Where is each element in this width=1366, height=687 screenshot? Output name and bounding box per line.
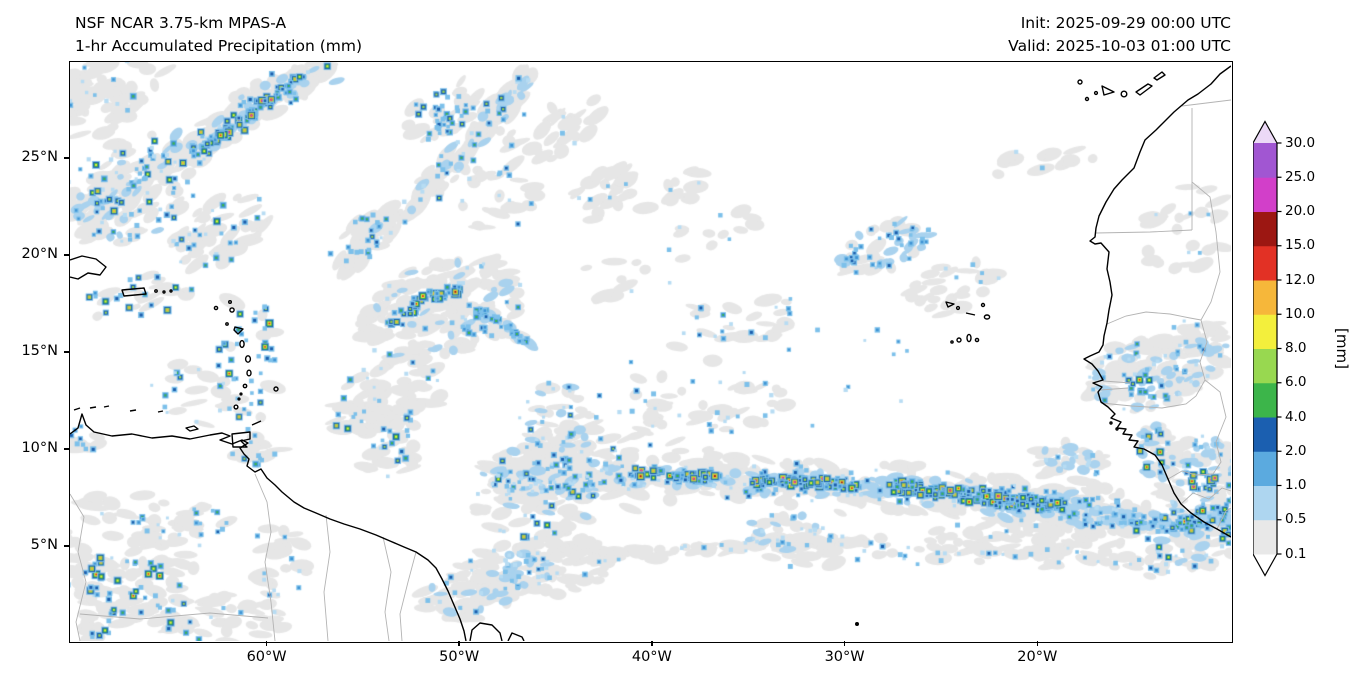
y-tick-label: 5°N (30, 537, 58, 553)
y-tick-label: 20°N (21, 246, 58, 262)
y-tick-mark (63, 254, 69, 256)
x-tick-mark (265, 641, 268, 646)
x-tick-label: 40°W (631, 649, 672, 665)
colorbar-band (1253, 417, 1277, 452)
colorbar-band (1253, 314, 1277, 349)
colorbar-tick-label: 12.0 (1285, 271, 1316, 288)
colorbar-tick-label: 15.0 (1285, 237, 1316, 254)
init-time: Init: 2025-09-29 00:00 UTC (1020, 14, 1231, 32)
colorbar-extend (1253, 121, 1277, 143)
x-tick-mark (1036, 641, 1039, 646)
x-tick-mark (458, 641, 460, 646)
colorbar-tick-label: 2.0 (1285, 442, 1307, 459)
y-tick-label: 10°N (21, 440, 58, 456)
x-tick-label: 30°W (824, 649, 865, 665)
colorbar-extend (1253, 554, 1277, 576)
colorbar-band (1253, 280, 1277, 315)
colorbar-tick-label: 20.0 (1285, 203, 1316, 219)
colorbar-tick-label: 1.0 (1285, 477, 1307, 493)
time-block: Init: 2025-09-29 00:00 UTC Valid: 2025-1… (1008, 12, 1231, 58)
colorbar-band (1253, 245, 1277, 281)
colorbar-band (1253, 348, 1277, 384)
title-block: NSF NCAR 3.75-km MPAS-A 1-hr Accumulated… (75, 12, 362, 58)
x-tick-label: 50°W (439, 649, 480, 665)
colorbar-tick-label: 8.0 (1285, 340, 1307, 356)
colorbar-tick-label: 10.0 (1285, 305, 1316, 322)
y-tick-label: 25°N (21, 149, 58, 165)
y-tick-mark (63, 351, 69, 353)
map-axes (68, 60, 1233, 643)
product-title: 1-hr Accumulated Precipitation (mm) (75, 37, 362, 55)
colorbar-tick-label: 4.0 (1285, 408, 1307, 425)
colorbar-band (1253, 143, 1277, 178)
colorbar-tick-label: 0.1 (1285, 545, 1307, 562)
country-borders (69, 99, 1231, 641)
colorbar-tick-label: 6.0 (1285, 374, 1307, 391)
colorbar-band (1253, 211, 1277, 247)
x-tick-mark (843, 641, 846, 646)
precipitation-field (69, 61, 1231, 641)
colorbar-band (1253, 382, 1277, 418)
model-title: NSF NCAR 3.75-km MPAS-A (75, 14, 287, 32)
y-tick-mark (63, 157, 69, 159)
colorbar-band (1253, 485, 1277, 521)
y-tick-label: 15°N (21, 343, 58, 359)
colorbar-tick-label: 25.0 (1285, 168, 1316, 185)
colorbar-band (1253, 177, 1277, 212)
y-tick-mark (63, 448, 69, 450)
colorbar-tick-label: 30.0 (1285, 134, 1316, 151)
valid-time: Valid: 2025-10-03 01:00 UTC (1008, 37, 1231, 55)
coastlines (69, 64, 1231, 641)
y-tick-mark (63, 545, 69, 547)
colorbar-unit-label: [mm] (1333, 328, 1351, 369)
colorbar-band (1253, 519, 1277, 555)
x-tick-mark (651, 641, 653, 646)
x-tick-label: 20°W (1017, 649, 1058, 665)
coastlines-layer (69, 64, 1231, 641)
colorbar (1253, 120, 1282, 577)
colorbar-tick-label: 0.5 (1285, 511, 1307, 528)
colorbar-band (1253, 451, 1277, 486)
x-tick-label: 60°W (246, 649, 287, 665)
